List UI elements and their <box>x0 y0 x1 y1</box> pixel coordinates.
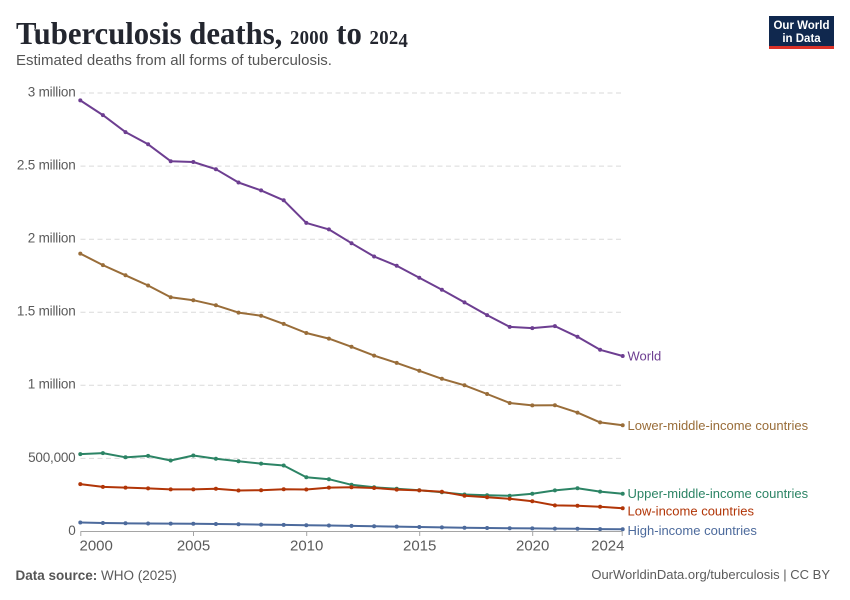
svg-text:Upper-middle-income countries: Upper-middle-income countries <box>628 486 809 501</box>
svg-text:1 million: 1 million <box>28 377 76 392</box>
svg-text:2020: 2020 <box>516 538 549 555</box>
svg-text:World: World <box>628 349 662 364</box>
svg-text:0: 0 <box>68 523 75 538</box>
svg-text:Low-income countries: Low-income countries <box>628 504 755 519</box>
svg-text:1.5 million: 1.5 million <box>17 304 76 319</box>
svg-text:3 million: 3 million <box>28 84 76 99</box>
svg-text:Lower-middle-income countries: Lower-middle-income countries <box>628 418 809 433</box>
svg-text:500,000: 500,000 <box>28 450 75 465</box>
svg-text:2010: 2010 <box>290 538 323 555</box>
svg-text:2015: 2015 <box>403 538 436 555</box>
svg-text:2024: 2024 <box>591 538 624 555</box>
svg-text:2000: 2000 <box>80 538 113 555</box>
svg-text:2.5 million: 2.5 million <box>17 158 76 173</box>
svg-text:High-income countries: High-income countries <box>628 523 758 538</box>
svg-text:2 million: 2 million <box>28 231 76 246</box>
svg-text:2005: 2005 <box>177 538 210 555</box>
